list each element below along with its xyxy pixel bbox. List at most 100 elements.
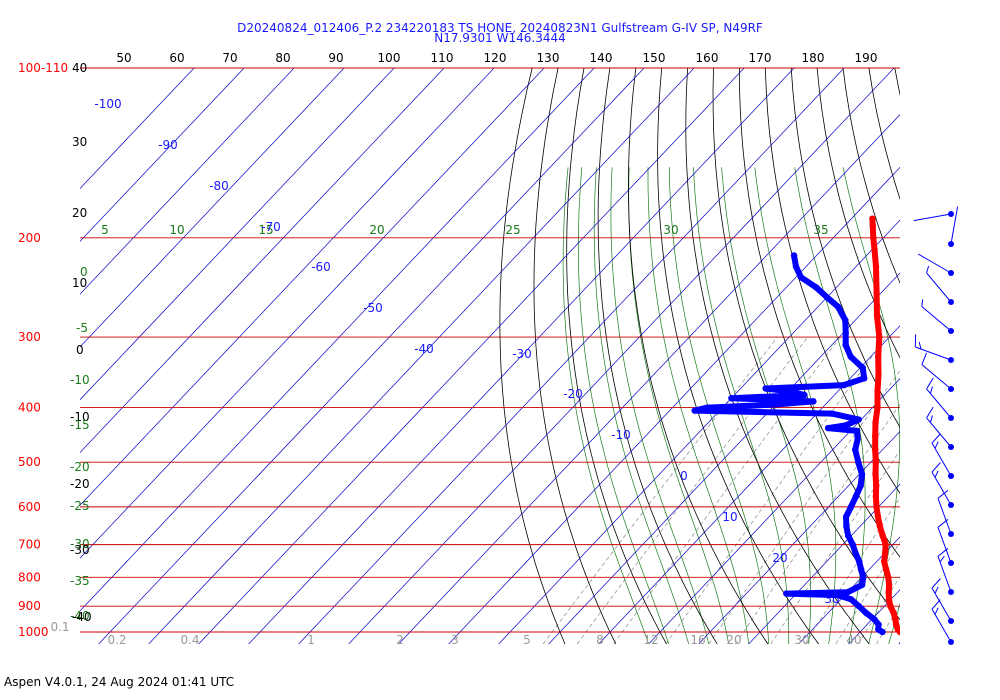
isotherm-line xyxy=(798,536,900,645)
mixing-ratio-label: 3 xyxy=(451,633,459,647)
mixing-ratio-label: 0.4 xyxy=(180,633,199,647)
top-scale-label: 110 xyxy=(431,51,454,65)
dewpoint-data-point xyxy=(875,626,882,633)
isotherm-line xyxy=(548,272,900,645)
isotherm-label: 20 xyxy=(772,551,787,565)
left-scale-label: -20 xyxy=(70,477,90,491)
dry-adiabat-line xyxy=(868,68,900,201)
temperature-data-point xyxy=(885,574,892,581)
isotherm-line xyxy=(698,430,900,645)
wind-barbs xyxy=(913,206,959,645)
dewpoint-data-point xyxy=(857,482,864,489)
temperature-data-point xyxy=(879,532,886,539)
wind-barb xyxy=(931,433,954,479)
isobars xyxy=(80,67,900,633)
moist-adiabat-label: 20 xyxy=(369,223,384,237)
temperature-data-point xyxy=(894,626,900,633)
dewpoint-data-point xyxy=(762,385,769,392)
dewpoint-data-point xyxy=(772,401,779,408)
pressure-label: 1000 xyxy=(18,625,49,639)
dewpoint-data-point xyxy=(843,523,850,530)
wind-barb xyxy=(921,299,954,334)
wind-barb xyxy=(914,334,954,363)
dewpoint-data-point xyxy=(844,588,851,596)
mixing-ratio-label: 16 xyxy=(690,633,705,647)
dewpoint-data-point xyxy=(855,602,863,610)
dewpoint-data-point xyxy=(857,566,865,573)
isotherm-label: -80 xyxy=(209,179,229,193)
temperature-data-point xyxy=(871,246,878,253)
wind-barb xyxy=(931,462,954,508)
wind-barb-flag xyxy=(926,377,934,390)
dewpoint-data-point xyxy=(875,621,882,628)
temperature-data-point xyxy=(872,433,879,440)
wind-barb-flag xyxy=(931,599,941,610)
mixing-ratio-label: 30 xyxy=(794,633,809,647)
isotherm-line xyxy=(80,68,595,612)
mixing-ratio-label: 0.1 xyxy=(50,620,69,634)
temperature-data-point xyxy=(873,289,880,296)
wind-barb xyxy=(931,599,954,645)
top-scale-label: 140 xyxy=(590,51,613,65)
mixing-ratio-line xyxy=(804,496,900,645)
temperature-data-point xyxy=(871,446,879,453)
dewpoint-data-point xyxy=(842,316,849,324)
wind-barb-flag xyxy=(918,341,922,350)
dewpoint-data-point xyxy=(801,391,808,399)
wind-barb xyxy=(926,377,954,421)
wind-barb-staff xyxy=(937,498,952,535)
mixing-ratio-label: 40 xyxy=(846,633,861,647)
wind-barb-flag xyxy=(934,441,939,449)
wind-barb-staff xyxy=(950,206,959,245)
wind-barb-flag xyxy=(921,299,924,307)
mixing-ratio-line xyxy=(665,336,887,645)
wind-barb xyxy=(917,253,954,276)
left-scale-label: 30 xyxy=(72,135,87,149)
wind-barb-flag xyxy=(921,352,928,365)
isotherm-label: -40 xyxy=(414,342,434,356)
wind-barb-flag xyxy=(926,406,934,419)
wind-barb-staff xyxy=(921,364,952,390)
mixing-ratio-label: 12 xyxy=(643,633,658,647)
left-scale-label: -40 xyxy=(72,610,92,624)
dry-adiabat-line xyxy=(533,68,617,645)
dewpoint-data-point xyxy=(834,591,841,599)
chart-title-line-2: N17.9301 W146.3444 xyxy=(434,31,566,45)
dry-adiabat-line xyxy=(739,68,900,558)
mixing-ratio-label: 20 xyxy=(726,633,741,647)
dry-adiabat-line xyxy=(842,68,900,284)
isotherm-line xyxy=(148,68,695,645)
wind-barb xyxy=(937,548,954,595)
dewpoint-data-point xyxy=(847,353,854,360)
moist-adiabat-line xyxy=(794,167,866,645)
dry-adiabat-line xyxy=(685,68,870,645)
moist-adiabat-line xyxy=(888,602,900,645)
dewpoint-profile-line xyxy=(691,252,886,635)
isotherm-line xyxy=(748,483,900,645)
isotherm-label: -50 xyxy=(363,301,383,315)
mixing-ratio-label: 1 xyxy=(307,633,315,647)
wind-barb-flag xyxy=(934,586,939,594)
temperature-data-point xyxy=(872,419,879,426)
left-scale-label: -15 xyxy=(70,418,90,432)
temperature-data-point xyxy=(872,459,879,466)
dry-adiabat-line xyxy=(921,68,1000,644)
wind-barb-flag xyxy=(934,470,939,478)
wind-barb xyxy=(921,352,954,392)
mixing-ratio-line xyxy=(910,337,1000,644)
left-scale-label: 0 xyxy=(76,343,84,357)
mixing-ratio-line xyxy=(858,576,900,645)
sounding-profiles xyxy=(691,215,900,636)
dry-adiabat-line xyxy=(657,68,819,645)
dewpoint-data-point xyxy=(828,410,836,417)
wind-barb-staff xyxy=(926,417,952,448)
mixing-ratio-line xyxy=(613,336,841,645)
dry-adiabat-line xyxy=(597,68,718,645)
top-scale-label: 180 xyxy=(802,51,825,65)
wind-barb xyxy=(937,490,954,537)
top-scale-label: 80 xyxy=(275,51,290,65)
dewpoint-data-point xyxy=(842,329,849,337)
isotherm-line xyxy=(80,68,245,242)
wind-barb-flag xyxy=(937,519,949,528)
left-scale-label: -25 xyxy=(70,499,90,513)
